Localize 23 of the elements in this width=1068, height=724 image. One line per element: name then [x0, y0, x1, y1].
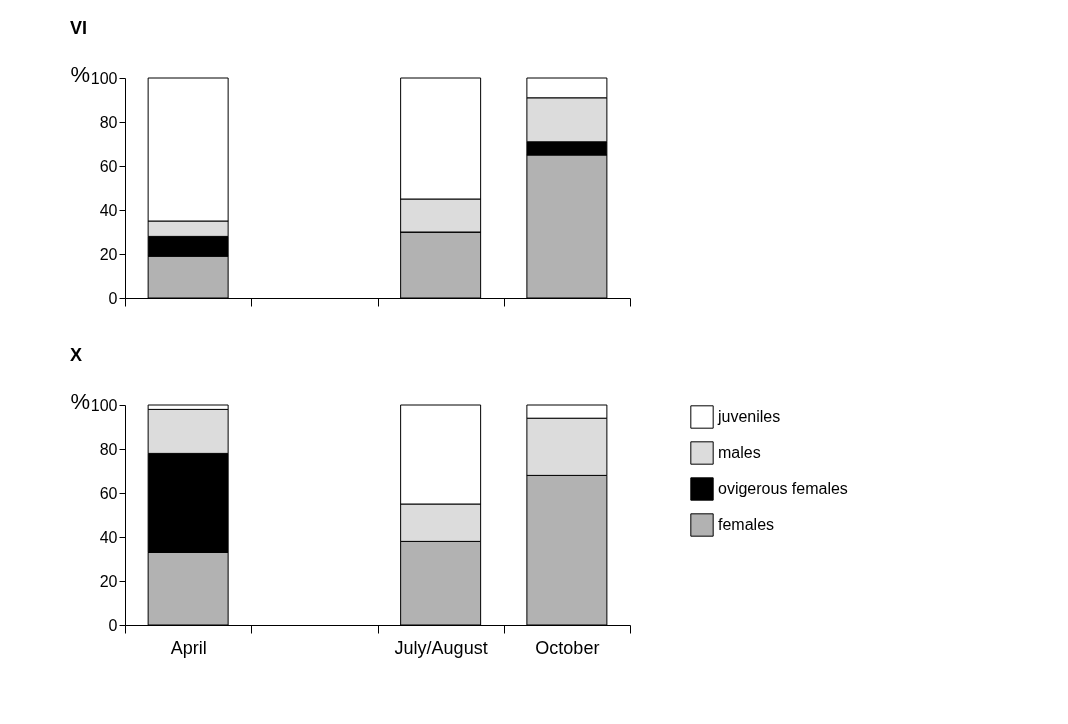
legend-label: ovigerous females [718, 480, 848, 497]
y-tick-label: 100 [90, 69, 118, 87]
y-tick-label: 80 [99, 440, 118, 458]
y-tick-label: 60 [99, 484, 118, 502]
legend-label: juveniles [717, 408, 781, 425]
y-tick-label: 60 [99, 157, 118, 175]
x-tick-label: April [170, 637, 207, 658]
y-tick-label: 40 [99, 528, 118, 546]
y-tick-label: 100 [90, 396, 118, 414]
legend-label: males [718, 444, 761, 461]
y-axis-title: % [70, 61, 91, 87]
y-tick-label: 20 [99, 245, 118, 263]
chart-title: X [70, 345, 83, 365]
y-tick-label: 80 [99, 113, 118, 131]
x-tick-label: October [535, 637, 600, 658]
x-tick-label: July/August [394, 637, 488, 658]
y-tick-label: 0 [108, 289, 118, 307]
legend-label: females [718, 516, 775, 533]
y-axis-title: % [70, 388, 91, 414]
y-tick-label: 20 [99, 572, 118, 590]
y-tick-label: 40 [99, 201, 118, 219]
y-tick-label: 0 [108, 616, 118, 634]
chart-title: VI [70, 18, 88, 38]
